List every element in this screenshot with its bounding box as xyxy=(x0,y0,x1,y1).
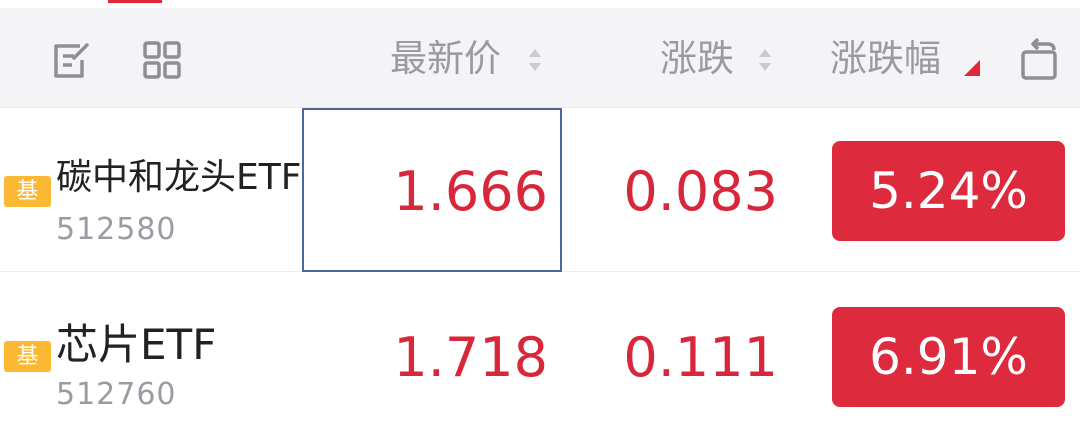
table-row[interactable]: 基 碳中和龙头ETF 512580 1.666 0.083 5.24% xyxy=(0,108,1080,272)
sort-desc-active-icon[interactable] xyxy=(962,58,982,78)
col-price-header[interactable]: 最新价 xyxy=(390,37,501,80)
sort-price-icon[interactable] xyxy=(527,46,543,74)
rotate-icon[interactable] xyxy=(1018,38,1060,82)
latest-price: 1.718 xyxy=(393,326,548,389)
fund-badge: 基 xyxy=(4,176,51,207)
security-name: 芯片ETF xyxy=(56,320,217,369)
security-code: 512760 xyxy=(56,377,177,412)
change-percent-badge[interactable]: 6.91% xyxy=(832,307,1065,407)
fund-badge: 基 xyxy=(4,341,51,372)
col-pct-header[interactable]: 涨跌幅 xyxy=(830,37,941,80)
active-tab-indicator xyxy=(108,0,162,3)
latest-price: 1.666 xyxy=(393,160,548,223)
security-code: 512580 xyxy=(56,212,177,247)
edit-icon[interactable] xyxy=(50,40,90,80)
price-change: 0.083 xyxy=(623,160,778,223)
table-header: 最新价 涨跌 涨跌幅 xyxy=(0,8,1080,108)
security-name: 碳中和龙头ETF xyxy=(56,157,302,198)
col-change-header[interactable]: 涨跌 xyxy=(660,37,734,80)
sort-change-icon[interactable] xyxy=(757,46,773,74)
top-strip xyxy=(0,0,1080,8)
change-percent-badge[interactable]: 5.24% xyxy=(832,141,1065,241)
grid-icon[interactable] xyxy=(142,40,182,80)
price-change: 0.111 xyxy=(623,326,778,389)
table-row[interactable]: 基 芯片ETF 512760 1.718 0.111 6.91% xyxy=(0,273,1080,437)
